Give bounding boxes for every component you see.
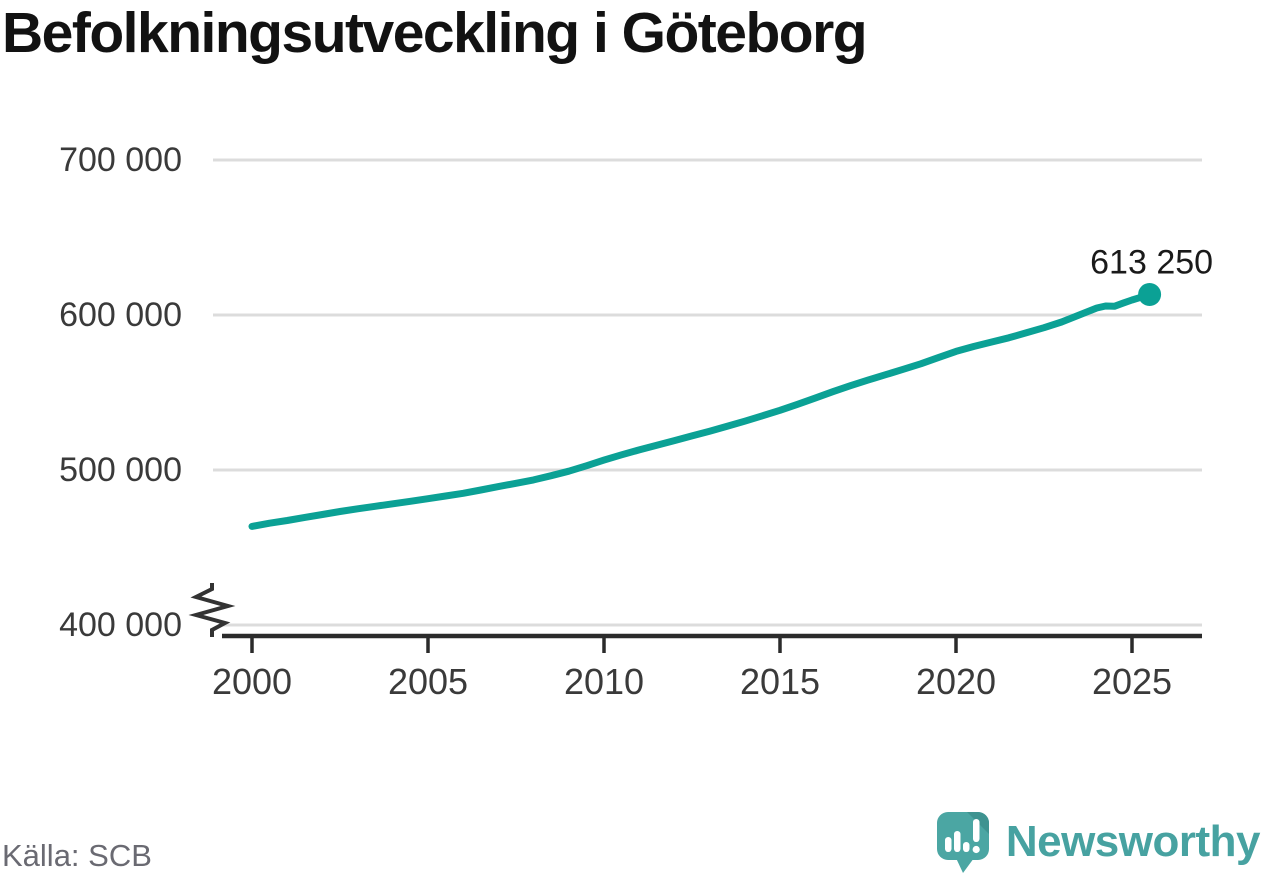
latest-value-label: 613 250 [1090, 243, 1213, 281]
y-tick-label: 400 000 [59, 606, 182, 644]
y-axis-tick-labels: 400 000 500 000 600 000 700 000 [59, 141, 182, 644]
x-tick-label: 2015 [740, 661, 820, 702]
x-axis-tick-labels: 2000 2005 2010 2015 2020 2025 [212, 661, 1172, 702]
x-tick-label: 2005 [388, 661, 468, 702]
newsworthy-logo-text: Newsworthy [1005, 817, 1261, 866]
y-axis-break-icon [188, 583, 236, 637]
x-tick-label: 2000 [212, 661, 292, 702]
newsworthy-logo: Newsworthy [936, 810, 1261, 874]
x-tick-label: 2020 [916, 661, 996, 702]
population-line [248, 291, 1154, 530]
chart-title: Befolkningsutveckling i Göteborg [2, 1, 868, 65]
x-tick-label: 2025 [1092, 661, 1172, 702]
x-axis-ticks [250, 638, 1134, 653]
y-tick-label: 700 000 [59, 141, 182, 179]
source-note: Källa: SCB [2, 838, 152, 873]
newsworthy-bubble-chart-icon [936, 812, 989, 873]
y-tick-label: 500 000 [59, 451, 182, 489]
gridlines [213, 158, 1202, 627]
latest-value-dot [1138, 282, 1162, 306]
x-tick-label: 2010 [564, 661, 644, 702]
y-tick-label: 600 000 [59, 296, 182, 334]
